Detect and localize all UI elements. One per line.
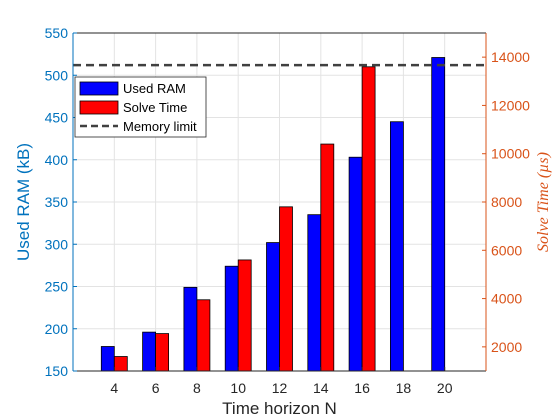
y-left-tick-label: 150: [45, 363, 69, 379]
x-tick-label: 14: [313, 380, 329, 396]
bars: [100, 57, 446, 372]
y-axis-left-label: Used RAM (kB): [14, 143, 33, 261]
y-left-tick-label: 300: [45, 236, 69, 252]
x-tick-label: 12: [272, 380, 288, 396]
x-tick-label: 16: [354, 380, 370, 396]
y-left-tick-label: 500: [45, 67, 69, 83]
bar-used-ram: [142, 331, 157, 372]
y-right-tick-label: 6000: [491, 242, 522, 258]
y-right-tick-label: 2000: [491, 339, 522, 355]
x-tick-label: 4: [110, 380, 118, 396]
bar-solve-time: [279, 206, 293, 372]
y-axis-right-label: Solve Time (µs): [535, 152, 552, 252]
legend-swatch-solve-time: [79, 100, 119, 115]
y-right-tick-label: 4000: [491, 291, 522, 307]
x-axis-label: Time horizon N: [222, 399, 337, 418]
y-left-tick-label: 350: [45, 194, 69, 210]
y-left-tick-label: 550: [45, 25, 69, 41]
legend-label-memory-limit: Memory limit: [123, 119, 197, 134]
legend: Used RAM Solve Time Memory limit: [74, 76, 207, 138]
bar-used-ram: [100, 346, 115, 372]
legend-label-used-ram: Used RAM: [123, 81, 186, 96]
x-tick-label: 6: [152, 380, 160, 396]
y-right-tick-label: 12000: [491, 97, 530, 113]
bar-used-ram: [183, 286, 198, 372]
tick-labels: 150 200 250 300 350 400 450 500 550 2000 4000 6000 8…: [45, 25, 531, 396]
y-left-tick-label: 200: [45, 321, 69, 337]
y-right-tick-label: 10000: [491, 146, 530, 162]
y-right-tick-label: 14000: [491, 49, 530, 65]
y-left-tick-label: 400: [45, 152, 69, 168]
legend-swatch-used-ram: [79, 81, 119, 96]
x-tick-label: 8: [193, 380, 201, 396]
bar-used-ram: [307, 214, 322, 372]
bar-solve-time: [320, 143, 335, 372]
bar-solve-time: [361, 66, 376, 372]
bar-solve-time: [155, 333, 170, 372]
legend-label-solve-time: Solve Time: [123, 100, 187, 115]
y-left-tick-label: 250: [45, 279, 69, 295]
bar-used-ram: [266, 242, 280, 372]
bar-used-ram: [389, 121, 404, 372]
x-tick-label: 20: [437, 380, 453, 396]
bar-used-ram: [224, 265, 239, 372]
x-tick-label: 10: [230, 380, 246, 396]
bar-solve-time: [196, 299, 211, 372]
y-right-tick-label: 8000: [491, 194, 522, 210]
bar-used-ram: [431, 57, 446, 372]
bar-used-ram: [348, 156, 363, 372]
bar-solve-time: [113, 356, 128, 372]
axes: [72, 32, 487, 372]
x-tick-label: 18: [396, 380, 412, 396]
y-left-tick-label: 450: [45, 110, 69, 126]
bar-solve-time: [237, 259, 252, 372]
